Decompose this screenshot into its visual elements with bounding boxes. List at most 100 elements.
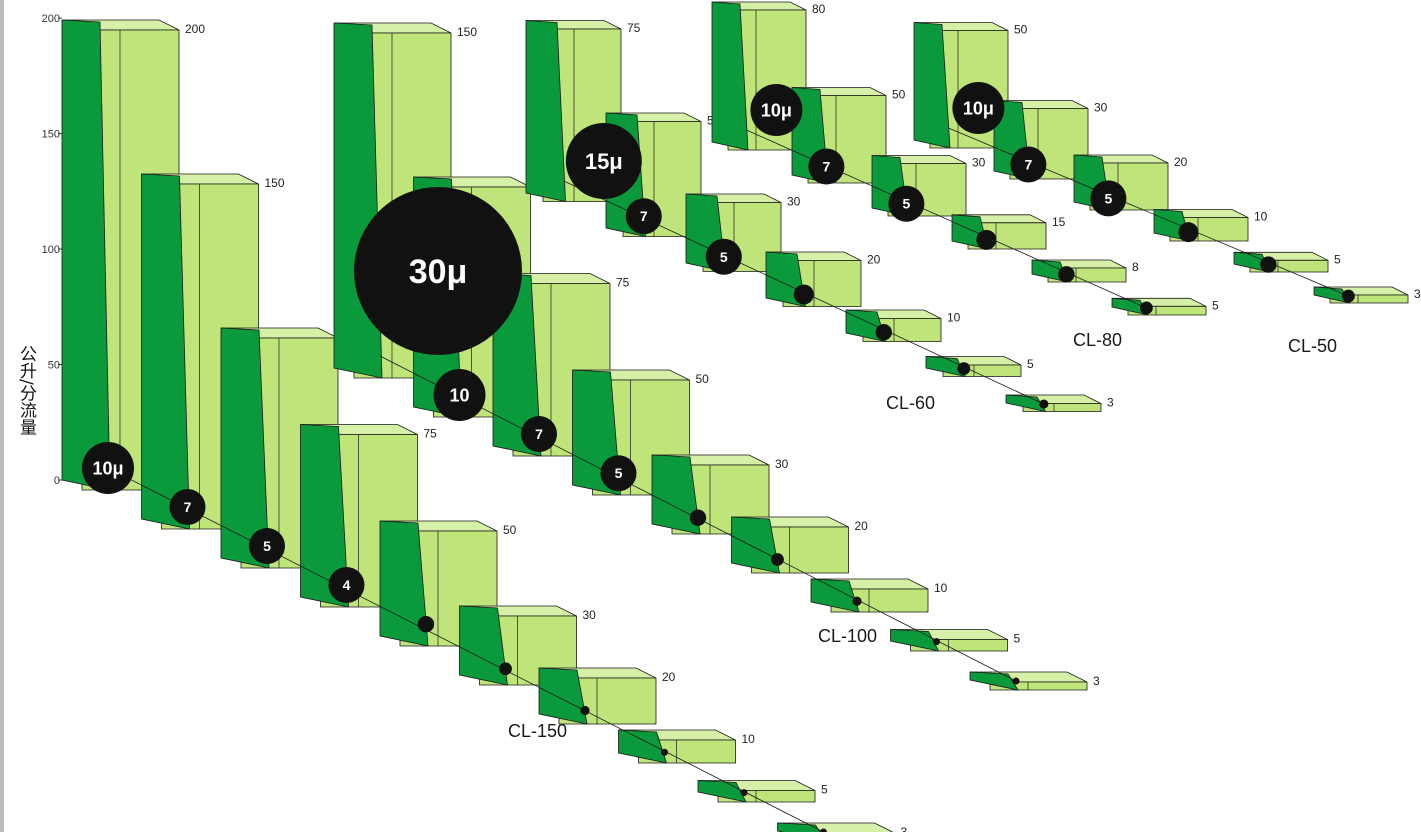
bar-value-label: 5 [821,783,828,797]
y-tick-label: 0 [54,475,60,487]
particle-circle [793,284,814,305]
series-cl-100: 15010075503020105330μ1075CL-100 [333,22,1100,691]
bar-value-label: 3 [1107,396,1114,410]
bar-value-label: 8 [1132,260,1139,274]
particle-circle [521,416,557,452]
bar: 3 [777,822,908,832]
particle-circle [952,82,1005,134]
bar: 75 [525,20,641,203]
particle-circle [417,616,435,633]
series-label: CL-60 [886,393,935,413]
y-tick-label: 50 [48,360,60,372]
bar-value-label: 50 [1014,23,1028,37]
particle-circle [565,123,642,199]
bar-side [925,356,967,378]
bar: 20 [731,516,869,574]
series-cl-60: 75503020105315μ75CL-60 [525,20,1114,413]
series-label: CL-150 [508,721,567,741]
bar-side [220,327,270,569]
bar: 10 [1153,209,1268,242]
particle-circle [1039,399,1049,409]
bar-side [845,309,887,343]
bar-value-label: 20 [855,519,869,533]
particle-circle [1260,256,1277,273]
connector-line [948,127,1349,297]
y-tick-label: 150 [42,129,60,141]
bar: 3 [1005,394,1114,413]
bar-value-label: 30 [583,608,597,622]
bar-value-label: 150 [457,25,477,39]
bar: 5 [925,356,1034,378]
particle-circle [1090,180,1127,217]
bar-value-label: 3 [1093,674,1100,688]
bar: 20 [765,251,881,308]
particle-circle [354,187,522,355]
particle-label: 7 [1025,157,1033,173]
bar-value-label: 10 [1254,210,1268,224]
particle-label: 7 [823,159,831,175]
bar-side [913,22,951,149]
bar-value-label: 30 [1094,101,1108,115]
particle-circle [976,229,997,250]
bar-value-label: 3 [901,825,908,832]
bar-side [538,667,588,725]
y-tick-label: 200 [42,13,60,25]
bar: 3 [969,671,1100,691]
bar-value-label: 80 [812,2,826,16]
bar: 5 [697,780,828,803]
particle-circle [852,596,862,606]
bar: 5 [1111,297,1219,316]
bar-side [651,454,701,535]
bar-side [618,729,668,764]
bar-value-label: 5 [1212,298,1219,312]
bar-value-label: 30 [972,156,986,170]
particle-label: 5 [1105,190,1113,206]
particle-circle [580,705,590,716]
bar-side [525,20,566,203]
left-border [0,0,4,832]
series-cl-50: 50 30 20 10 5 3 10μ 7 5 CL-50 [913,22,1421,356]
bar-value-label: 75 [616,276,630,290]
particle-label: 7 [535,426,543,442]
particle-circle [499,662,512,676]
bar-side [969,671,1019,691]
bar-value-label: 200 [185,22,205,36]
bar: 5 [890,629,1021,652]
bar: 8 [1031,259,1139,283]
connector-line [107,467,824,832]
particle-label: 5 [263,538,271,554]
particle-circle [600,455,637,492]
y-axis-label: 公升/分流量 [16,345,36,436]
bar-value-label: 3 [1414,287,1421,301]
bar-value-label: 5 [1027,357,1034,371]
particle-circle [820,828,827,832]
particle-circle [875,324,892,341]
particle-label: 15μ [585,149,623,174]
bar-value-label: 10 [947,311,961,325]
particle-label: 10μ [92,458,123,478]
particle-circle [740,789,748,797]
bar-value-label: 75 [424,427,438,441]
particle-circle [625,198,662,235]
particle-circle [705,238,742,275]
bar-value-label: 150 [265,176,285,190]
bar-value-label: 5 [1334,252,1341,266]
particle-circle [888,185,925,222]
bar-value-label: 20 [1174,155,1188,169]
bar-side [1111,297,1149,316]
series-cl-80: 80 50 30 15 8 5 10μ 7 5 CL-80 [711,1,1219,350]
bar-side [697,780,747,803]
bar: 15 [951,214,1066,250]
particle-circle [249,528,285,564]
particle-circle [1010,146,1047,183]
bar-side [300,424,349,608]
particle-label: 10μ [761,100,792,120]
bar-side [731,516,781,574]
particle-circle [82,442,134,494]
bar-side [141,173,190,530]
particle-label: 5 [903,196,911,212]
particle-circle [433,369,486,421]
particle-circle [1178,222,1199,243]
y-tick-label: 100 [42,244,60,256]
